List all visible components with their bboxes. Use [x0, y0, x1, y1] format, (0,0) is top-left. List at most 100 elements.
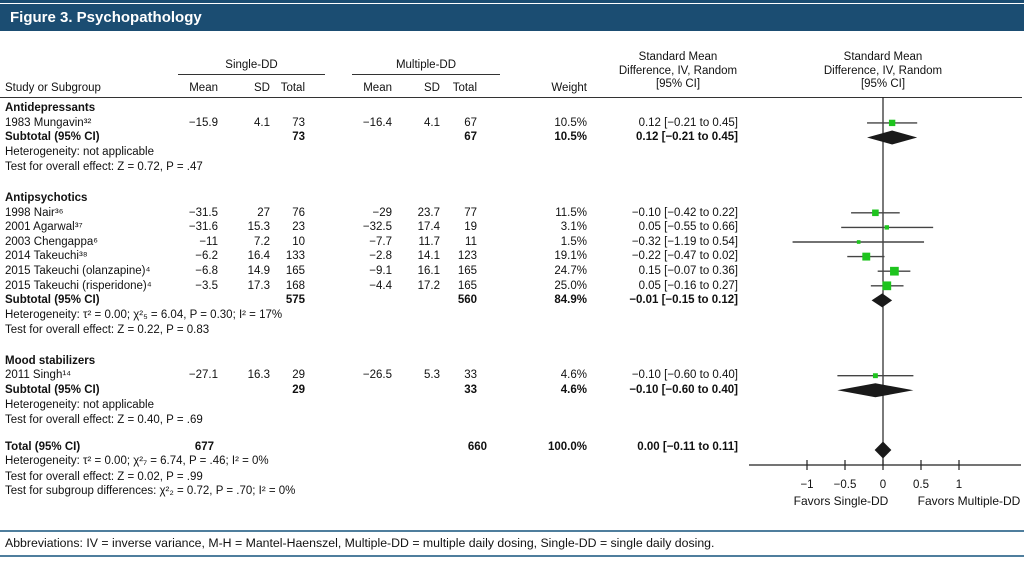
axis-tick-label: 0.5 [913, 479, 929, 491]
overall-effect-row: Test for overall effect: Z = 0.22, P = 0… [0, 323, 744, 338]
effect-square [888, 119, 896, 127]
group-underline-single [178, 74, 325, 75]
cell-mean-multiple: −16.4 [362, 116, 392, 129]
cell-smd-ci: 0.12 [−0.21 to 0.45] [636, 131, 738, 144]
heterogeneity-row: Heterogeneity: not applicable [0, 398, 744, 414]
cell-smd-ci: −0.10 [−0.42 to 0.22] [631, 206, 738, 219]
col-header-weight: Weight [551, 82, 587, 94]
figure-title: Figure 3. Psychopathology [10, 9, 202, 26]
study-name: 1983 Mungavin³² [5, 116, 92, 129]
axis-tick-label: 0 [880, 479, 886, 491]
cell-total-multiple: 560 [457, 294, 477, 307]
cell-sd-multiple: 17.2 [417, 279, 440, 292]
total-overall-effect-note: Test for overall effect: Z = 0.02, P = .… [5, 470, 203, 483]
overall-effect-row: Test for overall effect: Z = 0.72, P = .… [0, 160, 744, 175]
cell-weight: 100.0% [547, 440, 587, 453]
effect-square [856, 240, 861, 244]
cell-mean-single: −15.9 [188, 116, 218, 129]
cell-total-multiple: 660 [467, 440, 487, 453]
cell-total-single: 29 [292, 369, 305, 382]
cell-sd-single: 4.1 [254, 116, 270, 129]
subtotal-label: Subtotal (95% CI) [5, 384, 100, 396]
study-row: 2001 Agarwal³⁷ −31.6 15.3 23 −32.5 17.4 19 3.1%… [0, 220, 744, 235]
cell-total-multiple: 123 [457, 250, 477, 263]
study-row: 1998 Nair³⁶ −31.5 27 76 −29 23.7 77 11.5% −0.10 … [0, 206, 744, 221]
cell-total-multiple: 19 [464, 221, 477, 234]
cell-mean-single: −31.5 [188, 206, 218, 219]
cell-total-multiple: 165 [457, 264, 477, 277]
study-name: 2014 Takeuchi³⁸ [5, 250, 88, 263]
study-name: 2003 Chengappa⁶ [5, 235, 98, 248]
cell-weight: 4.6% [560, 384, 587, 396]
col-header-total-2: Total [452, 82, 477, 94]
study-row: 2011 Singh¹⁴ −27.1 16.3 29 −26.5 5.3 33 4.6% −0.… [0, 368, 744, 383]
cell-total-multiple: 67 [464, 116, 477, 129]
overall-effect-row: Test for overall effect: Z = 0.40, P = .… [0, 413, 744, 428]
subgroup-differences-note: Test for subgroup differences: χ²₂ = 0.7… [5, 485, 296, 498]
study-name: 2011 Singh¹⁴ [5, 369, 72, 382]
col-header-study: Study or Subgroup [5, 82, 101, 94]
axis-tick-label: 1 [956, 479, 962, 491]
cell-weight: 84.9% [554, 294, 587, 307]
study-row: 1983 Mungavin³² −15.9 4.1 73 −16.4 4.1 67 10.5%… [0, 116, 744, 131]
study-name: 2015 Takeuchi (olanzapine)⁴ [5, 264, 151, 277]
heterogeneity-note: Heterogeneity: not applicable [5, 398, 154, 411]
section-label-row: Antipsychotics [0, 191, 744, 206]
cell-total-single: 677 [194, 440, 214, 453]
cell-total-single: 165 [285, 264, 305, 277]
subtotal-row: Subtotal (95% CI) 29 33 4.6% −0.10 [−0.60 to… [0, 383, 744, 398]
footer-rule-top [0, 530, 1024, 532]
cell-total-multiple: 11 [465, 235, 477, 248]
pooled-diamond [871, 293, 893, 308]
overall-effect-note: Test for overall effect: Z = 0.40, P = .… [5, 414, 203, 427]
cell-sd-single: 16.4 [247, 250, 270, 263]
cell-total-multiple: 33 [464, 384, 477, 396]
cell-weight: 3.1% [560, 221, 587, 234]
figure-title-bar: Figure 3. Psychopathology [0, 4, 1024, 31]
effect-square [884, 225, 889, 230]
col-header-sd-1: SD [254, 82, 270, 94]
section-label: Antipsychotics [5, 191, 88, 204]
cell-sd-single: 7.2 [254, 235, 270, 248]
cell-mean-multiple: −26.5 [362, 369, 392, 382]
cell-total-single: 73 [292, 116, 305, 129]
group-underline-multiple [352, 74, 500, 75]
total-overall-effect-row: Test for overall effect: Z = 0.02, P = .… [0, 470, 744, 485]
cell-mean-multiple: −4.4 [369, 279, 392, 292]
cell-smd-ci: 0.05 [−0.55 to 0.66] [638, 221, 738, 234]
cell-total-multiple: 33 [464, 369, 477, 382]
cell-smd-ci: 0.00 [−0.11 to 0.11] [637, 440, 738, 453]
cell-smd-ci: −0.01 [−0.15 to 0.12] [629, 294, 738, 307]
cell-mean-multiple: −32.5 [362, 221, 392, 234]
cell-sd-multiple: 14.1 [417, 250, 440, 263]
col-header-mean-2: Mean [363, 82, 392, 94]
cell-mean-multiple: −7.7 [369, 235, 392, 248]
effect-square [872, 373, 878, 379]
cell-total-single: 10 [292, 235, 305, 248]
section-label: Antidepressants [5, 102, 96, 114]
cell-weight: 25.0% [554, 279, 587, 292]
cell-mean-single: −31.6 [188, 221, 218, 234]
cell-mean-single: −3.5 [195, 279, 218, 292]
top-rule [0, 0, 1024, 3]
cell-weight: 24.7% [554, 264, 587, 277]
cell-sd-single: 16.3 [247, 369, 270, 382]
cell-smd-ci: 0.12 [−0.21 to 0.45] [638, 116, 738, 129]
subtotal-label: Subtotal (95% CI) [5, 131, 100, 144]
subtotal-row: Subtotal (95% CI) 73 67 10.5% 0.12 [−0.21 to… [0, 130, 744, 145]
cell-total-single: 575 [285, 294, 305, 307]
group-header-single-dd: Single-DD [225, 59, 278, 71]
cell-weight: 1.5% [560, 235, 587, 248]
study-row: 2015 Takeuchi (risperidone)⁴ −3.5 17.3 168 −… [0, 279, 744, 294]
total-heterogeneity-row: Heterogeneity: τ² = 0.00; χ²₇ = 6.74, P … [0, 454, 744, 470]
overall-effect-note: Test for overall effect: Z = 0.72, P = .… [5, 161, 203, 174]
cell-weight: 4.6% [560, 369, 587, 382]
cell-total-multiple: 67 [464, 131, 477, 144]
heterogeneity-row: Heterogeneity: not applicable [0, 145, 744, 161]
cell-sd-multiple: 23.7 [417, 206, 440, 219]
col-header-total-1: Total [280, 82, 305, 94]
cell-smd-ci: 0.15 [−0.07 to 0.36] [638, 264, 738, 277]
header-separator [0, 97, 1022, 98]
total-row: Total (95% CI) 677 660 100.0% 0.00 [−0.11 to… [0, 440, 744, 455]
col-header-mean-1: Mean [189, 82, 218, 94]
